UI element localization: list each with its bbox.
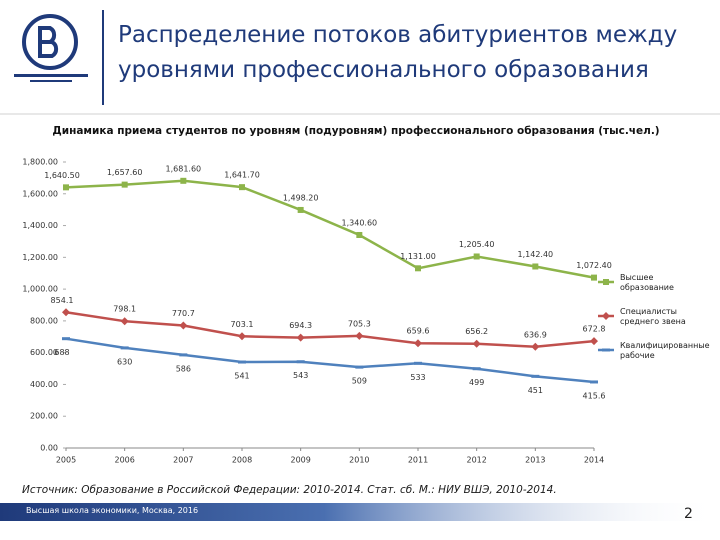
point (121, 181, 128, 188)
point (180, 177, 187, 184)
data-label: 499 (469, 378, 484, 387)
point (472, 367, 481, 371)
y-tick-label: 1,800.00 (22, 158, 58, 167)
data-label: 659.6 (407, 327, 430, 336)
data-label: 705.3 (348, 319, 371, 328)
footer-bar (0, 503, 720, 521)
point (591, 274, 597, 281)
point (179, 353, 188, 357)
series-line (65, 311, 595, 349)
data-label: 656.2 (465, 327, 488, 336)
data-label: 1,131.00 (400, 252, 436, 261)
data-label: 543 (293, 371, 308, 380)
x-tick-label: 2013 (525, 456, 545, 465)
data-label: 672.8 (583, 325, 606, 334)
data-label: 509 (352, 377, 367, 386)
point (179, 321, 188, 330)
data-label: 1,641.70 (224, 171, 260, 180)
x-tick-label: 2010 (349, 456, 369, 465)
y-tick-label: 400.00 (30, 380, 58, 389)
x-tick-label: 2007 (173, 456, 193, 465)
point (238, 360, 246, 364)
page-number: 2 (684, 506, 693, 522)
chart-title: Динамика приема студентов по уровням (по… (52, 125, 659, 137)
data-label: 586 (176, 364, 191, 373)
data-label: 1,340.60 (342, 218, 378, 227)
y-tick-label: 200.00 (30, 412, 58, 421)
y-tick-label: 1,400.00 (22, 221, 58, 230)
data-label: 533 (410, 373, 425, 382)
data-label: 630 (117, 357, 132, 366)
point (473, 253, 480, 260)
data-label: 1,640.50 (44, 171, 80, 180)
x-tick-label: 2005 (56, 456, 76, 465)
point (414, 339, 422, 348)
point (356, 231, 363, 238)
point (62, 337, 70, 341)
point (120, 317, 129, 326)
point (590, 380, 598, 384)
series-line (65, 179, 595, 279)
x-tick-label: 2012 (466, 456, 486, 465)
series-line (65, 337, 595, 384)
point (532, 263, 539, 270)
data-label: 1,205.40 (459, 240, 495, 249)
legend-label: Квалифицированные рабочие (620, 341, 710, 360)
point (297, 206, 304, 213)
data-label: 1,142.40 (518, 250, 554, 259)
point (62, 308, 70, 317)
point (63, 184, 69, 191)
logo (14, 14, 88, 82)
data-label: 1,072.40 (576, 261, 612, 270)
data-label: 415.6 (583, 391, 606, 400)
point (296, 360, 305, 364)
point (472, 339, 481, 348)
x-tick-label: 2008 (232, 456, 252, 465)
y-tick-label: 1,200.00 (22, 253, 58, 262)
data-label: 1,498.20 (283, 193, 319, 202)
point (120, 346, 129, 350)
x-tick-label: 2009 (290, 456, 310, 465)
point (296, 333, 305, 342)
point (355, 365, 364, 369)
x-tick-label: 2011 (408, 456, 428, 465)
point (531, 374, 540, 378)
y-tick-label: 800.00 (30, 316, 58, 325)
point (414, 361, 422, 365)
point (531, 342, 540, 351)
data-label: 1,681.60 (166, 164, 202, 173)
data-label: 688 (54, 348, 69, 357)
data-label: 770.7 (172, 309, 195, 318)
point (239, 184, 245, 191)
data-label: 1,657.60 (107, 168, 143, 177)
legend-label: Специалисты среднего звена (620, 307, 686, 326)
x-tick-label: 2014 (584, 456, 604, 465)
y-tick-label: 0.00 (40, 444, 58, 453)
data-label: 694.3 (289, 321, 312, 330)
point (238, 332, 246, 341)
data-label: 541 (234, 372, 249, 381)
point (590, 337, 598, 346)
y-tick-label: 1,600.00 (22, 189, 58, 198)
y-tick-label: 1,000.00 (22, 285, 58, 294)
point (415, 265, 421, 272)
legend-label: Высшее образование (620, 273, 674, 292)
y-tick-label: 600.00 (30, 348, 58, 357)
data-label: 703.1 (231, 320, 254, 329)
data-label: 798.1 (113, 305, 136, 314)
data-label: 854.1 (51, 296, 74, 305)
data-label: 451 (528, 386, 543, 395)
point (355, 331, 364, 340)
slide-title: Распределение потоков абитуриентов между… (118, 22, 678, 83)
legend-marker (603, 279, 609, 285)
source-note: Источник: Образование в Российской Федер… (22, 484, 557, 496)
data-label: 636.9 (524, 330, 547, 339)
x-tick-label: 2006 (114, 456, 134, 465)
footer-text: Высшая школа экономики, Москва, 2016 (26, 506, 199, 515)
legend-marker (602, 312, 610, 320)
legend-marker (602, 348, 610, 352)
